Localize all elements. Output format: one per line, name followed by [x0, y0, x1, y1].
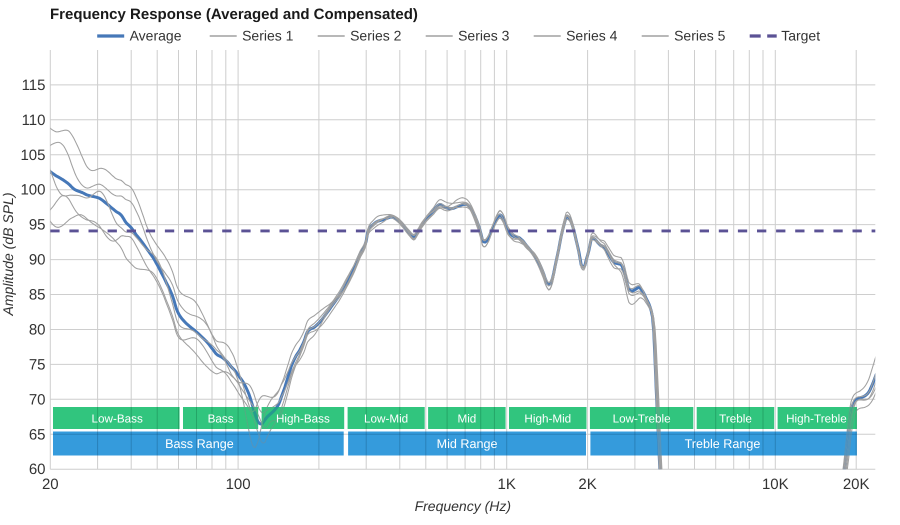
- svg-text:High-Treble: High-Treble: [786, 412, 847, 425]
- svg-text:Series 5: Series 5: [674, 28, 726, 44]
- svg-text:110: 110: [22, 112, 46, 129]
- svg-text:Amplitude (dB SPL): Amplitude (dB SPL): [0, 193, 16, 317]
- svg-text:Series 4: Series 4: [566, 28, 618, 44]
- svg-text:Target: Target: [781, 28, 820, 44]
- svg-text:2K: 2K: [578, 476, 596, 493]
- svg-text:105: 105: [20, 147, 45, 164]
- svg-text:Low-Mid: Low-Mid: [364, 412, 408, 425]
- svg-text:Mid: Mid: [457, 412, 476, 425]
- svg-text:20K: 20K: [843, 476, 870, 493]
- svg-text:Treble: Treble: [719, 412, 752, 425]
- svg-text:Frequency (Hz): Frequency (Hz): [415, 498, 511, 514]
- svg-text:High-Mid: High-Mid: [524, 412, 571, 425]
- svg-text:High-Bass: High-Bass: [276, 412, 330, 425]
- svg-text:100: 100: [226, 476, 251, 493]
- svg-text:75: 75: [29, 356, 46, 373]
- svg-text:80: 80: [29, 322, 46, 339]
- svg-text:Low-Treble: Low-Treble: [613, 412, 671, 425]
- svg-text:Series 1: Series 1: [242, 28, 294, 44]
- svg-text:95: 95: [29, 217, 46, 234]
- svg-text:Bass Range: Bass Range: [165, 437, 234, 451]
- svg-text:115: 115: [22, 77, 46, 94]
- svg-text:1K: 1K: [498, 476, 516, 493]
- svg-text:Mid Range: Mid Range: [437, 437, 498, 451]
- svg-text:90: 90: [29, 252, 46, 269]
- svg-text:Average: Average: [130, 28, 182, 44]
- svg-text:10K: 10K: [762, 476, 789, 493]
- svg-text:65: 65: [29, 426, 46, 443]
- svg-text:Series 2: Series 2: [350, 28, 402, 44]
- svg-text:Low-Bass: Low-Bass: [92, 412, 143, 425]
- svg-text:Series 3: Series 3: [458, 28, 510, 44]
- svg-text:Bass: Bass: [208, 412, 234, 425]
- svg-text:20: 20: [42, 476, 59, 493]
- svg-text:60: 60: [29, 461, 46, 478]
- svg-text:100: 100: [20, 182, 45, 199]
- svg-text:Frequency Response (Averaged a: Frequency Response (Averaged and Compens…: [50, 6, 418, 23]
- svg-text:85: 85: [29, 287, 46, 304]
- svg-text:70: 70: [29, 391, 46, 408]
- svg-text:Treble Range: Treble Range: [685, 437, 761, 451]
